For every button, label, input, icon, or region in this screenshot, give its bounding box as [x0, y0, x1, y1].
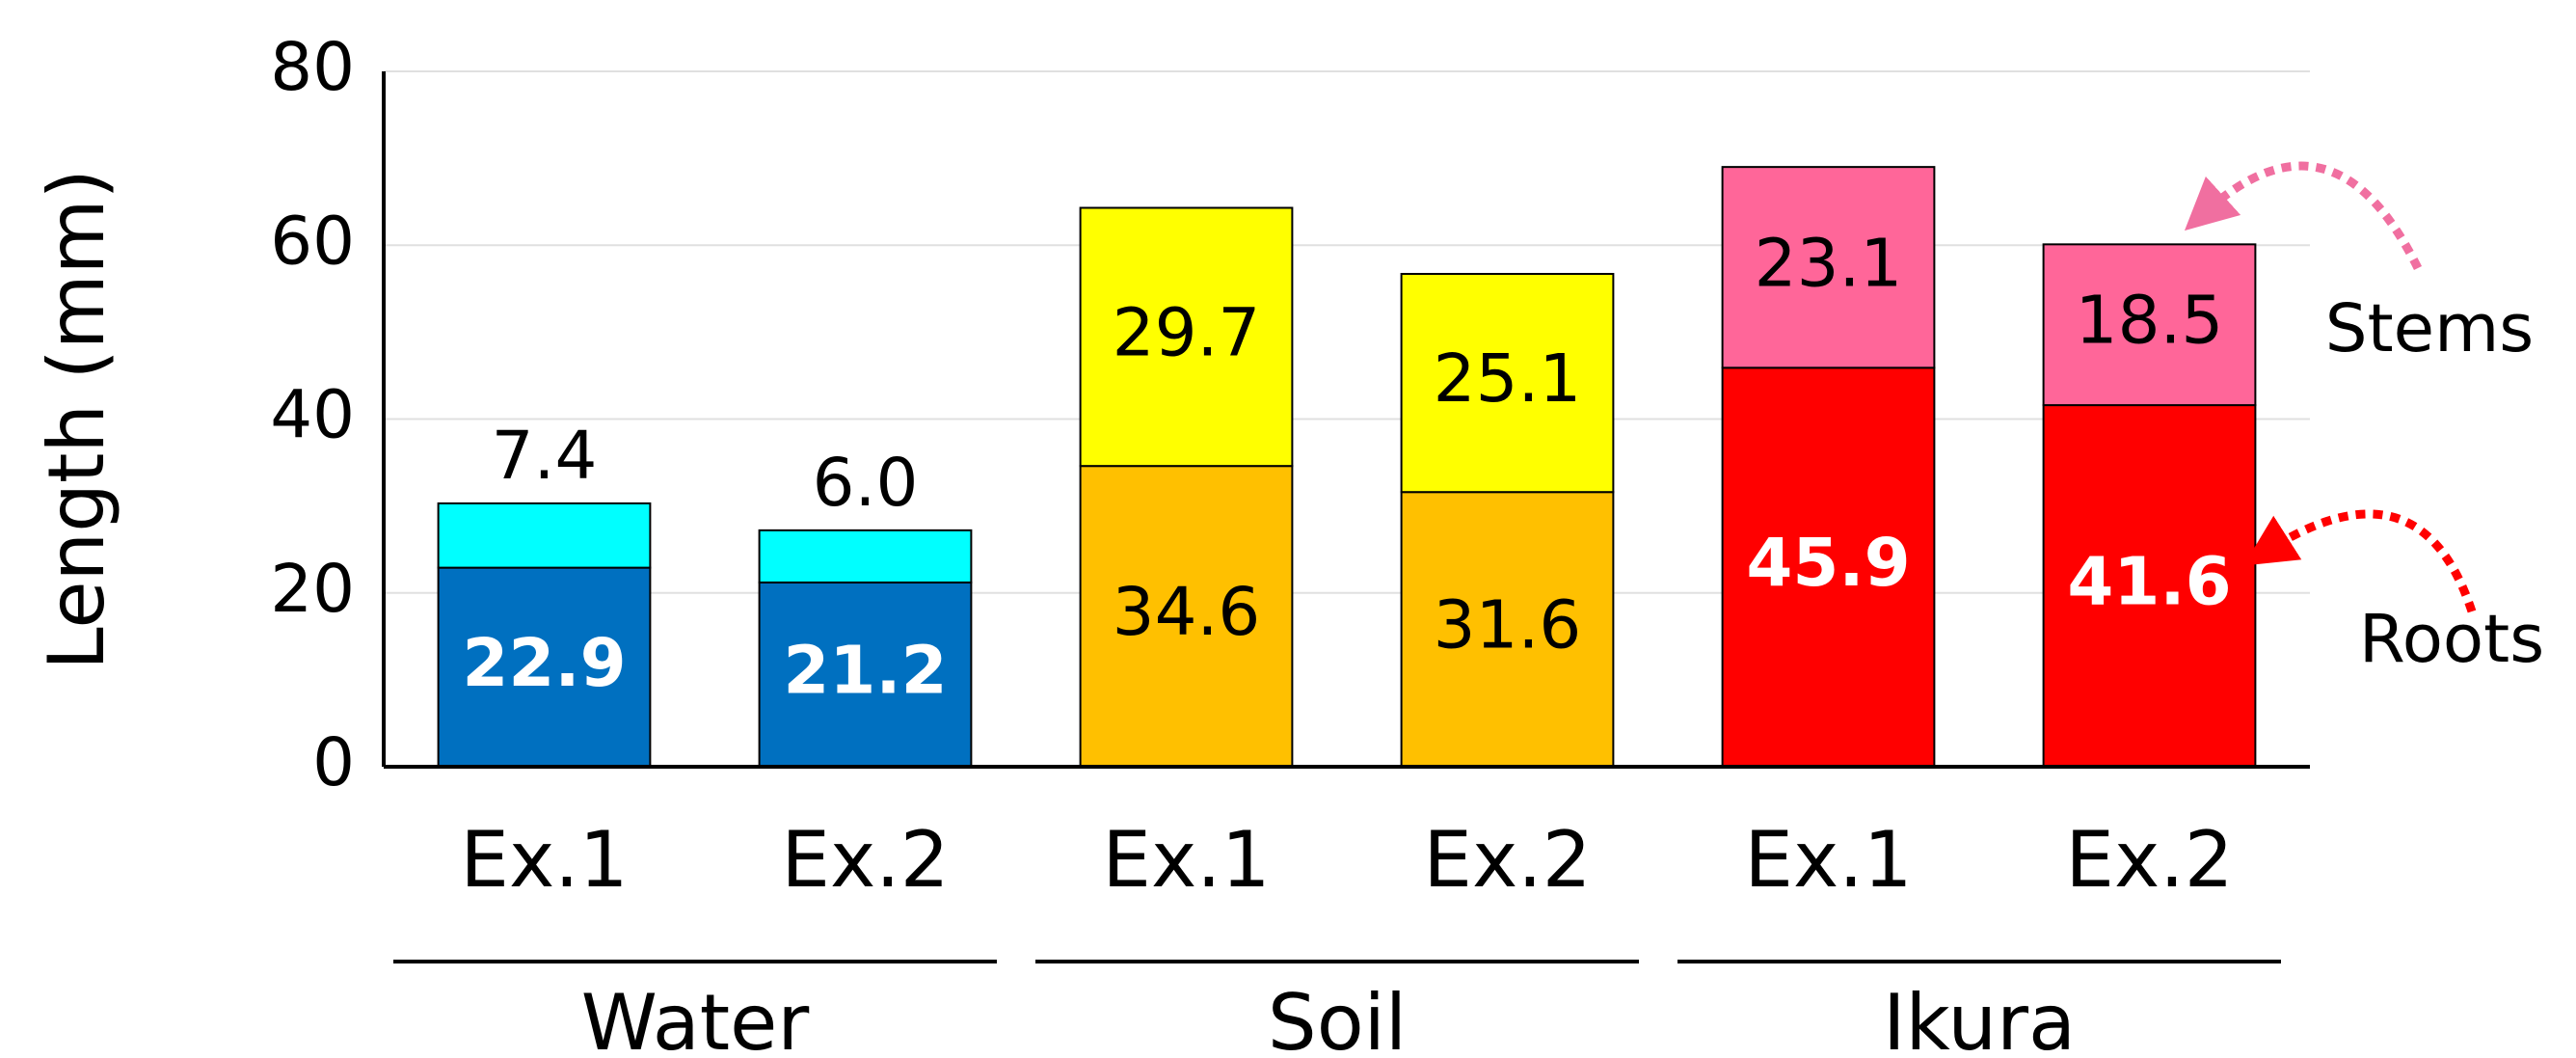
group-label: Water	[581, 978, 810, 1058]
y-tick-label: 80	[270, 29, 355, 106]
group-label: Soil	[1268, 978, 1407, 1058]
bar-segment	[2042, 243, 2257, 407]
data-label: 45.9	[1746, 525, 1910, 602]
y-tick-label: 60	[270, 203, 355, 280]
y-tick-label: 0	[312, 724, 355, 801]
data-label: 41.6	[2067, 544, 2231, 621]
bar-segment	[758, 529, 973, 583]
bar-segment	[437, 566, 652, 769]
data-label: 6.0	[813, 445, 919, 522]
data-label: 31.6	[1434, 587, 1582, 665]
data-label: 7.4	[492, 418, 598, 495]
legend-label: Stems	[2325, 290, 2534, 367]
group-label: Ikura	[1883, 978, 2076, 1058]
bar-segment	[1079, 465, 1294, 768]
data-label: 21.2	[783, 632, 947, 709]
bar-segment	[1721, 166, 1936, 369]
bar-segment	[1400, 491, 1615, 768]
x-tick-label: Ex.2	[1423, 815, 1591, 905]
bar-segment	[2042, 404, 2257, 768]
x-tick-label: Ex.1	[1102, 815, 1270, 905]
data-label: 25.1	[1434, 340, 1582, 418]
x-tick-label: Ex.1	[460, 815, 628, 905]
y-tick-label: 20	[270, 551, 355, 628]
legend-label: Roots	[2359, 601, 2544, 678]
bar-segment	[1721, 366, 1936, 768]
data-label: 23.1	[1755, 225, 1903, 302]
x-tick-label: Ex.2	[2065, 815, 2233, 905]
annotation-arrow	[2243, 509, 2477, 613]
x-tick-label: Ex.2	[781, 815, 949, 905]
bar-segment	[1400, 272, 1615, 494]
y-axis-label: Length (mm)	[32, 169, 121, 670]
data-label: 22.9	[462, 625, 626, 702]
y-tick-label: 40	[270, 377, 355, 454]
data-label: 34.6	[1113, 574, 1261, 651]
x-tick-label: Ex.1	[1744, 815, 1912, 905]
data-label: 29.7	[1113, 294, 1261, 371]
bar-segment	[1079, 206, 1294, 468]
bar-segment	[437, 502, 652, 569]
annotation-arrow	[2184, 161, 2423, 270]
data-label: 18.5	[2076, 283, 2224, 360]
